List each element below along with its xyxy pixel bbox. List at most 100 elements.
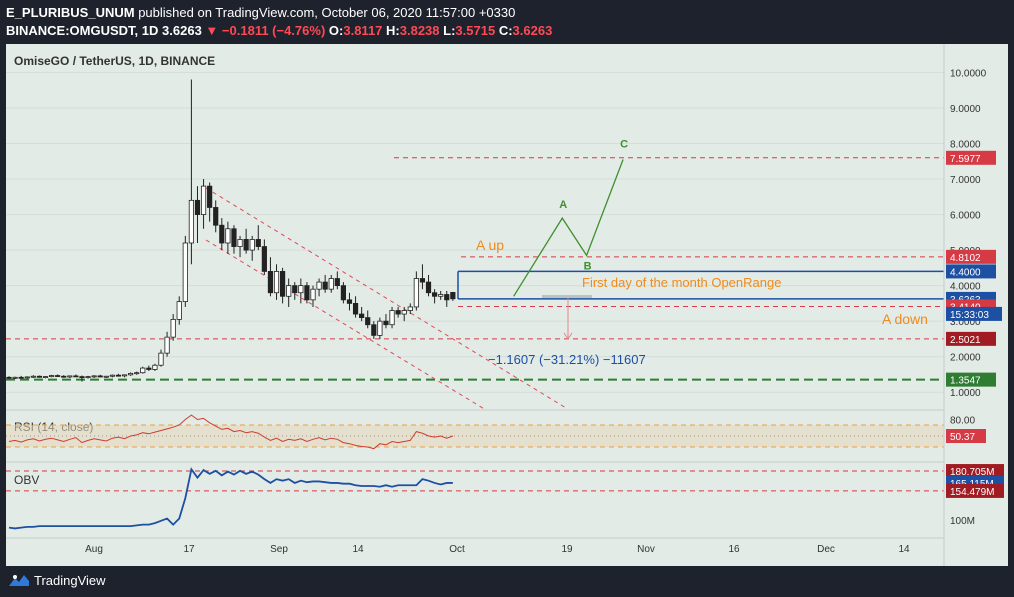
candle-body[interactable] <box>121 374 128 377</box>
candle-body[interactable] <box>407 306 413 311</box>
candle-body[interactable] <box>225 228 231 244</box>
candle-body[interactable] <box>444 294 450 301</box>
candle-body[interactable] <box>103 375 109 378</box>
candle-body[interactable] <box>419 278 426 283</box>
candle-body[interactable] <box>6 376 12 379</box>
candle-body[interactable] <box>152 364 158 370</box>
brand-name[interactable]: TradingView <box>34 573 106 588</box>
channel-upper-line[interactable] <box>205 187 567 409</box>
candle-body[interactable] <box>261 246 267 272</box>
candle-body[interactable] <box>438 294 444 297</box>
candle-body[interactable] <box>316 281 322 290</box>
candle-body[interactable] <box>383 320 389 326</box>
rsi-line[interactable] <box>8 414 454 450</box>
candle-body[interactable] <box>55 375 61 377</box>
price-level-badge[interactable] <box>946 249 996 264</box>
candle-body[interactable] <box>176 301 182 320</box>
price-level-badge[interactable] <box>946 331 996 346</box>
candle-body[interactable] <box>304 285 310 301</box>
candle-body[interactable] <box>334 278 340 287</box>
candle-body[interactable] <box>322 281 328 290</box>
candle-body[interactable] <box>231 228 237 247</box>
candle-body[interactable] <box>79 376 85 378</box>
candle-body[interactable] <box>30 375 36 378</box>
price-tick-label: 4.0000 <box>950 282 981 293</box>
candle-body[interactable] <box>243 239 249 251</box>
obv-axis-label: 100M <box>950 516 975 527</box>
candle-body[interactable] <box>140 367 146 374</box>
candle-body[interactable] <box>182 242 188 303</box>
candle-body[interactable] <box>109 374 115 377</box>
candle-body[interactable] <box>359 313 365 319</box>
candle-body[interactable] <box>340 285 347 301</box>
candle-body[interactable] <box>431 292 438 297</box>
candle-body[interactable] <box>249 239 255 251</box>
price-axis[interactable]: 10.00009.00008.00007.00006.00005.00004.0… <box>943 44 1008 566</box>
candle-body[interactable] <box>207 185 213 208</box>
candle-body[interactable] <box>194 199 201 215</box>
candle-body[interactable] <box>450 291 456 300</box>
candle-body[interactable] <box>219 224 225 244</box>
tradingview-logo-icon[interactable] <box>8 572 30 588</box>
candle-body[interactable] <box>42 376 49 378</box>
candle-body[interactable] <box>164 336 170 354</box>
candle-body[interactable] <box>401 310 407 315</box>
author-name[interactable]: E_PLURIBUS_UNUM <box>6 5 135 20</box>
obv-line[interactable] <box>8 467 453 530</box>
rsi-pane[interactable]: RSI (14, close) <box>6 409 1008 460</box>
candle-body[interactable] <box>67 375 73 378</box>
candle-body[interactable] <box>97 375 103 378</box>
candle-body[interactable] <box>298 285 304 294</box>
price-level-badge[interactable] <box>946 150 996 165</box>
price-level-badge[interactable] <box>946 264 996 279</box>
candle-body[interactable] <box>170 318 176 338</box>
candle-body[interactable] <box>328 278 334 290</box>
time-axis[interactable]: Aug 17 Sep 14 Oct 19 Nov 16 Dec 14 <box>6 537 944 555</box>
candle-body[interactable] <box>115 374 122 377</box>
candle-body[interactable] <box>310 288 316 301</box>
wave-path[interactable] <box>513 159 624 297</box>
publish-date: published on TradingView.com, October 06… <box>138 5 516 20</box>
channel-lower-line[interactable] <box>205 239 487 411</box>
time-tick-label: Aug <box>85 544 103 555</box>
candle-body[interactable] <box>73 375 79 378</box>
candle-body[interactable] <box>128 372 134 376</box>
candle-body[interactable] <box>188 199 194 244</box>
candle-body[interactable] <box>18 376 24 379</box>
price-tick-label: 6.0000 <box>950 211 981 222</box>
candle-body[interactable] <box>267 271 274 294</box>
candle-body[interactable] <box>24 376 30 379</box>
candle-body[interactable] <box>85 376 91 378</box>
candle-body[interactable] <box>91 375 97 378</box>
candle-body[interactable] <box>200 185 207 215</box>
down-arrow-icon: ▼ <box>205 23 219 38</box>
candle-body[interactable] <box>213 207 219 226</box>
candle-body[interactable] <box>377 320 383 336</box>
candle-body[interactable] <box>61 375 67 378</box>
candle-body[interactable] <box>352 302 359 315</box>
candle-body[interactable] <box>286 285 292 297</box>
candle-body[interactable] <box>292 285 298 294</box>
candle-body[interactable] <box>273 271 280 294</box>
chart-area[interactable]: A B C OmiseGO / TetherUS, 1D, BINANCE A up… <box>6 44 1008 566</box>
candle-body[interactable] <box>389 310 395 326</box>
candle-body[interactable] <box>425 281 432 294</box>
candle-body[interactable] <box>36 375 43 378</box>
candle-body[interactable] <box>134 372 140 375</box>
candle-body[interactable] <box>48 375 55 377</box>
candle-body[interactable] <box>346 299 353 304</box>
candle-body[interactable] <box>158 352 164 366</box>
candle-body[interactable] <box>395 310 401 315</box>
obv-pane[interactable]: OBV <box>6 461 1008 530</box>
candle-body[interactable] <box>279 271 286 297</box>
candle-body[interactable] <box>255 239 261 247</box>
price-level-badge[interactable] <box>946 372 996 387</box>
candle-body[interactable] <box>12 376 18 379</box>
price-tick-label: 3.0000 <box>950 317 981 328</box>
candle-body[interactable] <box>146 367 152 370</box>
candle-body[interactable] <box>371 324 377 336</box>
candle-body[interactable] <box>413 278 419 308</box>
chart-svg[interactable]: A B C OmiseGO / TetherUS, 1D, BINANCE A up… <box>6 44 1008 566</box>
candle-body[interactable] <box>365 317 371 326</box>
candle-body[interactable] <box>237 239 243 247</box>
